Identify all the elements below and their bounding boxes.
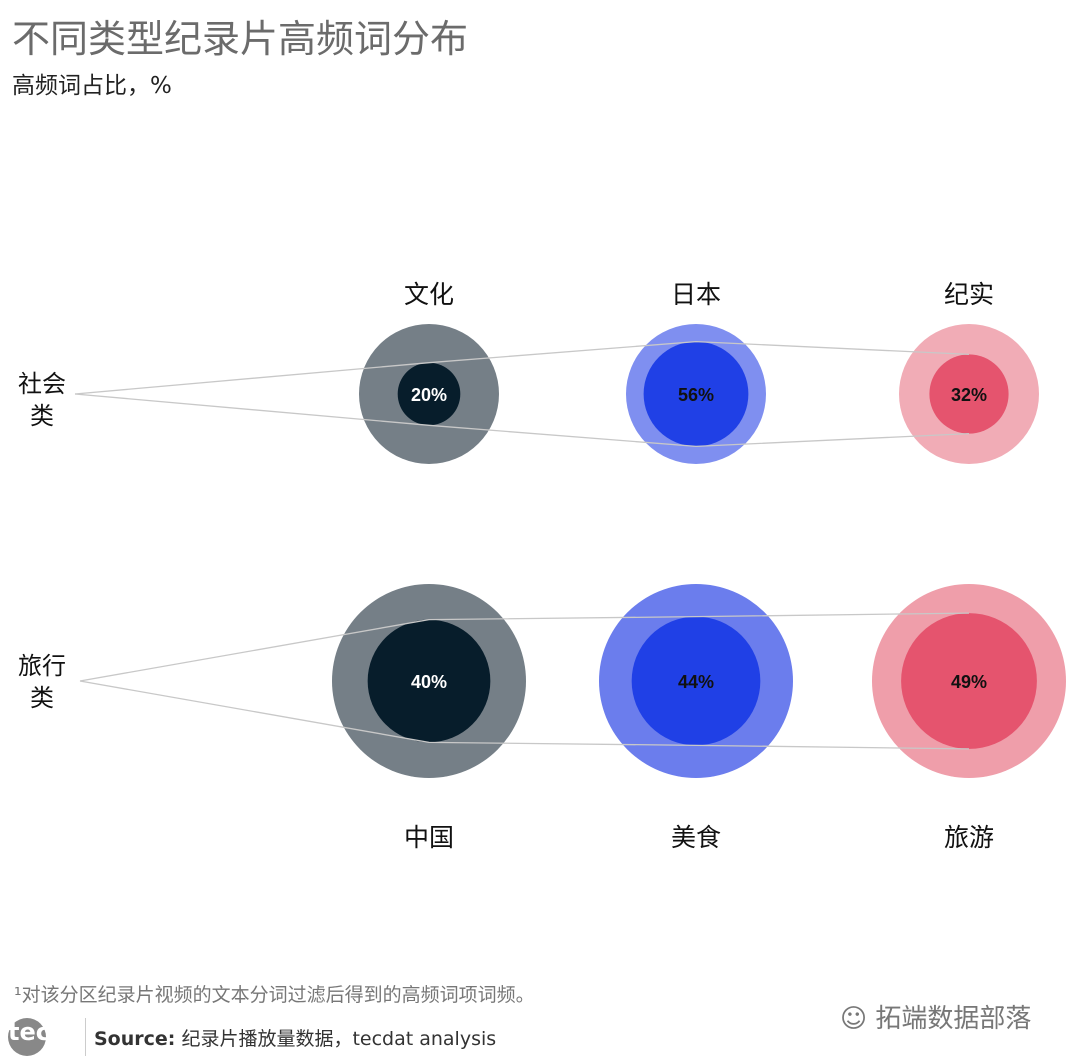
word-label: 旅游: [943, 823, 994, 852]
word-label: 中国: [403, 823, 454, 852]
value-label: 44%: [678, 672, 714, 692]
row-label-travel: 旅行类: [18, 652, 66, 712]
word-label: 美食: [670, 823, 721, 852]
watermark: ☺ 拓端数据部落: [840, 1004, 1032, 1034]
inner-circle: [901, 613, 1037, 749]
chart-subtitle: 高频词占比，%: [12, 73, 172, 99]
inner-circle: [929, 354, 1009, 434]
connector-line-top: [79, 612, 970, 682]
inner-circle: [367, 619, 491, 743]
inner-circle: [631, 616, 761, 746]
value-label: 32%: [951, 385, 987, 405]
wechat-icon: ☺: [840, 1004, 876, 1034]
value-label: 40%: [411, 672, 447, 692]
footnote: ¹对该分区纪录片视频的文本分词过滤后得到的高频词项词频。: [14, 984, 535, 1006]
word-label: 日本: [670, 280, 721, 309]
inner-circle: [397, 362, 461, 426]
chart-title: 不同类型纪录片高频词分布: [12, 17, 469, 61]
tecdat-logo: tecdat: [8, 1018, 95, 1056]
value-label: 20%: [411, 385, 447, 405]
row-label-social: 社会类: [18, 370, 66, 430]
connector-line-bottom: [74, 393, 970, 448]
divider: [85, 1018, 86, 1056]
inner-circle: [643, 341, 749, 447]
value-label: 56%: [678, 385, 714, 405]
connector-line-bottom: [79, 680, 970, 750]
source-line: Source: 纪录片播放量数据，tecdat analysis: [94, 1028, 497, 1050]
word-label: 文化: [403, 280, 454, 309]
connector-line-top: [74, 340, 970, 395]
value-label: 49%: [951, 672, 987, 692]
word-label: 纪实: [943, 280, 994, 309]
